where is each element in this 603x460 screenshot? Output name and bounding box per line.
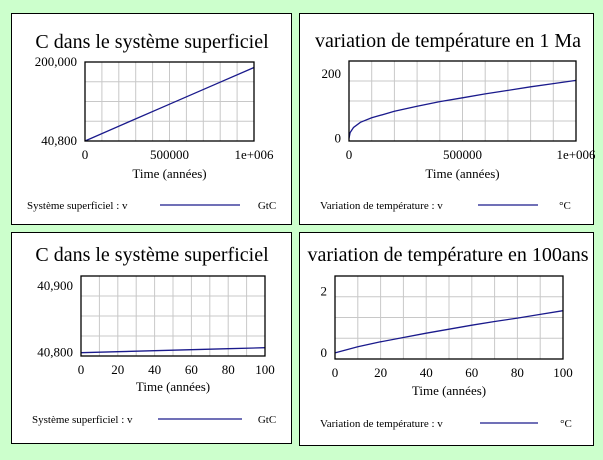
- x-tick-label: 40: [420, 365, 433, 380]
- x-tick-label: 1e+006: [234, 147, 274, 162]
- y-tick-label: 2: [321, 283, 328, 298]
- x-tick-label: 100: [553, 365, 573, 380]
- x-tick-label: 80: [511, 365, 524, 380]
- x-tick-label: 0: [346, 147, 353, 162]
- series-line: [84, 66, 255, 142]
- x-tick-label: 0: [332, 365, 339, 380]
- chart-title: C dans le système superficiel: [35, 244, 269, 266]
- legend-unit: °C: [559, 200, 571, 212]
- plot-frame: [334, 275, 564, 360]
- plot-frame: [80, 275, 266, 357]
- legend-unit: °C: [560, 418, 572, 430]
- x-axis-label: Time (années): [412, 383, 486, 398]
- legend-label: Système superficiel : v: [32, 414, 133, 426]
- x-tick-label: 80: [222, 362, 235, 377]
- y-tick-label: 0: [335, 130, 342, 145]
- legend-unit: GtC: [258, 200, 276, 212]
- x-tick-label: 20: [374, 365, 387, 380]
- chart-panel-bottom-left: C dans le système superficiel 0 20 40 60 80 10…: [11, 232, 292, 444]
- chart-title: variation de température en 1 Ma: [315, 30, 581, 52]
- chart-svg: C dans le système superficiel 0 500000 1e+0…: [27, 31, 276, 212]
- x-tick-label: 40: [148, 362, 161, 377]
- x-tick-label: 0: [78, 362, 85, 377]
- x-tick-label: 100: [255, 362, 275, 377]
- x-axis-label: Time (années): [132, 166, 206, 181]
- x-axis-label: Time (années): [425, 166, 499, 181]
- chart-panel-top-left: C dans le système superficiel 0 500000 1e+0…: [11, 13, 292, 225]
- chart-title: variation de température en 100ans: [308, 244, 589, 266]
- legend-label: Système superficiel : v: [27, 200, 128, 212]
- series-line: [80, 347, 266, 354]
- chart-panel-top-right: variation de température en 1 Ma 0 500000 1…: [299, 13, 595, 225]
- x-axis-label: Time (années): [136, 379, 210, 394]
- chart-svg: C dans le système superficiel 0 20 40 60 80 10…: [32, 244, 276, 426]
- legend-unit: GtC: [258, 414, 276, 426]
- x-tick-label: 60: [465, 365, 478, 380]
- legend-label: Variation de température : v: [320, 200, 443, 212]
- series-line: [334, 310, 564, 354]
- x-tick-label: 500000: [150, 147, 189, 162]
- plot-frame: [84, 61, 255, 142]
- y-tick-label: 0: [321, 345, 328, 360]
- chart-title: C dans le système superficiel: [35, 31, 269, 53]
- x-tick-label: 500000: [443, 147, 482, 162]
- plot-frame: [348, 60, 577, 142]
- y-tick-label: 200: [322, 66, 342, 81]
- y-tick-label: 200,000: [35, 54, 77, 69]
- chart-panel-bottom-right: variation de température en 100ans 0 20 40 6…: [299, 232, 594, 446]
- x-tick-label: 20: [111, 362, 124, 377]
- y-tick-label: 40,800: [37, 345, 73, 360]
- x-tick-label: 0: [82, 147, 89, 162]
- x-tick-label: 1e+006: [556, 147, 595, 162]
- legend-label: Variation de température : v: [320, 418, 443, 430]
- series-line: [348, 79, 577, 139]
- x-tick-label: 60: [185, 362, 198, 377]
- chart-svg: variation de température en 1 Ma 0 500000 1…: [315, 30, 595, 212]
- y-tick-label: 40,800: [41, 133, 77, 148]
- y-tick-label: 40,900: [37, 278, 73, 293]
